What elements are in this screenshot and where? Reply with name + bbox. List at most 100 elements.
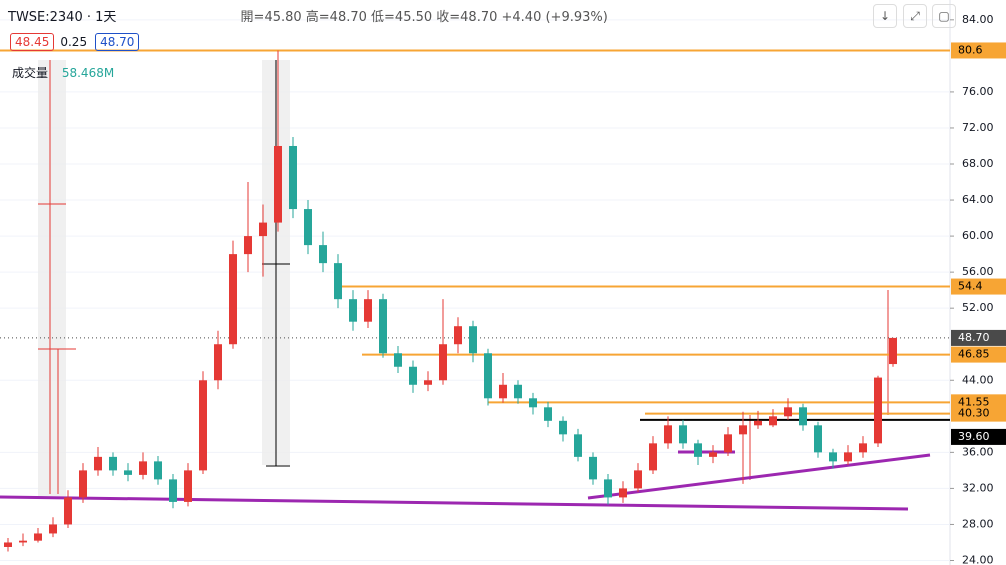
candle-body [439,344,447,381]
y-tick-label: 56.00 [962,265,994,278]
y-tick-label: 68.00 [962,157,994,170]
y-tick-label: 72.00 [962,121,994,134]
candle-body [589,456,597,480]
candle-body [109,456,117,471]
symbol: TWSE:2340 · 1天 [8,10,117,25]
price-axis: 84.00 76.00 72.00 68.00 64.00 60.00 56.00 52.00… [950,13,1006,565]
candle-body [364,299,372,322]
candle-body [154,461,162,480]
level-label: 46.85 [958,348,990,361]
candle-body [694,443,702,457]
candle-body [874,377,882,444]
download-button[interactable]: ↓ [873,4,897,28]
spread: 0.25 [60,35,88,49]
candle-body [49,524,57,534]
candle-body [19,540,27,543]
level-label: 40.30 [958,407,990,420]
candle-body [739,425,747,435]
candle-body [769,416,777,426]
candle-body [544,407,552,421]
candle-body [94,456,102,471]
candle-body [514,384,522,399]
y-tick-label: 32.00 [962,481,994,494]
level-label: 80.6 [958,43,983,56]
candle-body [139,461,147,475]
candle-body [844,452,852,462]
candle-body [184,470,192,502]
candle-body [334,263,342,300]
candle-body [319,245,327,264]
y-tick-label: 28.00 [962,517,994,530]
candle-body [604,479,612,498]
candle-body [649,443,657,471]
candle-body [304,209,312,246]
trend-line [0,495,909,511]
candle-body [784,407,792,417]
candle-body [169,479,177,502]
candle-body [64,497,72,525]
y-tick-label: 64.00 [962,193,994,206]
candle-body [664,425,672,444]
y-tick-label: 36.00 [962,445,994,458]
volume-label: 成交量 [12,66,49,80]
candle-body [199,380,207,471]
grid [0,19,950,561]
price-row: 48.45 0.25 48.70 [10,33,145,51]
candle-body [634,470,642,489]
candle-body [4,542,12,547]
candle-body [529,398,537,408]
candle-body [679,425,687,444]
last-price-box [951,329,1006,346]
window-button[interactable]: ▢ [932,4,956,28]
ask: 48.70 [95,33,140,51]
candle-body [34,533,42,541]
y-tick-label: 60.00 [962,229,994,242]
candle-body [499,384,507,399]
candle-body [484,353,492,399]
level-label: 39.60 [958,430,990,443]
candle-body [709,452,717,457]
levels [0,49,950,421]
candle-body [814,425,822,453]
fullscreen-button[interactable]: ⤢ [903,4,927,28]
candle-body [829,452,837,462]
level-label: 41.55 [958,395,990,408]
candle-body [289,145,297,210]
bid: 48.45 [10,33,55,51]
y-tick-label: 24.00 [962,553,994,565]
candle-body [214,344,222,381]
candle-body [424,380,432,385]
volume-legend: 成交量 58.468M [12,64,114,81]
y-tick-label: 44.00 [962,373,994,386]
candles [4,50,897,552]
header: TWSE:2340 · 1天 開=45.80 高=48.70 低=45.50 收… [8,6,608,25]
candle-body [394,353,402,367]
candle-body [349,299,357,322]
ohlc: 開=45.80 高=48.70 低=45.50 收=48.70 +4.40 (+… [240,10,608,25]
candle-body [559,420,567,435]
y-tick-label: 76.00 [962,85,994,98]
candle-body [469,326,477,354]
candle-body [379,299,387,354]
level-label-box [951,346,1006,363]
candle-body [79,470,87,498]
candle-body [244,236,252,255]
candle-body [409,366,417,385]
trend-line [587,453,931,500]
candle-body [259,222,267,237]
candle-body [799,407,807,426]
candle-body [274,145,282,223]
level-label-box [951,405,1006,422]
candle-body [574,434,582,457]
level-label-box [951,278,1006,295]
last-price-label: 48.70 [958,331,990,344]
candle-body [619,488,627,498]
candle-body [889,337,897,365]
y-tick-label: 52.00 [962,301,994,314]
level-label-box [951,428,1006,445]
volume-value: 58.468M [61,66,115,80]
candle-body [454,326,462,345]
candle-body [754,420,762,426]
